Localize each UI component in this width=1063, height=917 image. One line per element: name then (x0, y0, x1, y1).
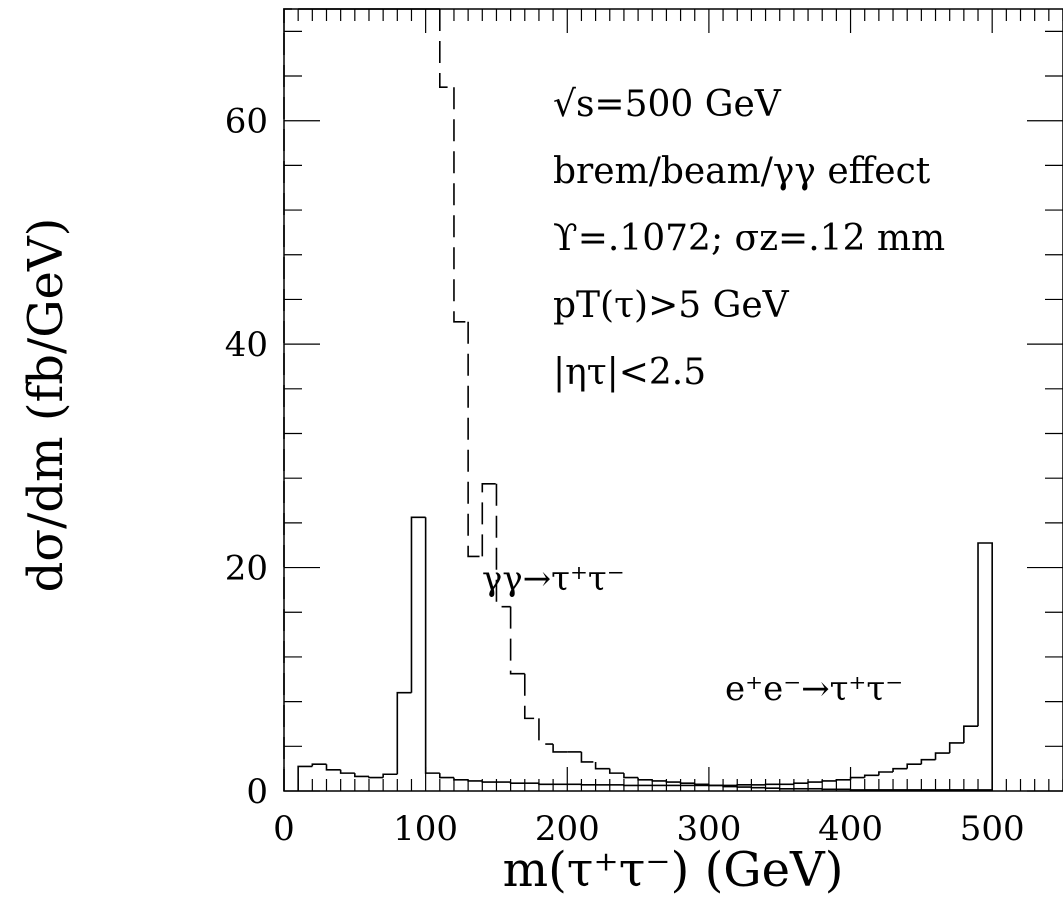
histogram-bin (764, 783, 780, 786)
histogram-bin (509, 606, 525, 675)
x-tick-label: 200 (535, 809, 600, 849)
histogram-bin (878, 771, 894, 776)
series-gamma-gamma (283, 8, 993, 791)
x-axis-label: m(τ⁺τ⁻) (GeV) (503, 842, 844, 898)
histogram-bin (807, 781, 823, 784)
histogram-bin (764, 787, 780, 790)
y-tick-label: 0 (246, 772, 268, 812)
histogram-bin (495, 483, 511, 608)
y-axis-label: dσ/dm (fb/GeV) (18, 218, 74, 593)
histogram-bin (892, 767, 908, 773)
series-label-gamma-gamma: γγ→τ⁺τ⁻ (482, 559, 625, 599)
histogram-bin (467, 779, 483, 782)
histogram-bin (736, 786, 752, 788)
x-tick-label: 0 (273, 809, 295, 849)
series-ee (297, 516, 993, 791)
histogram-bin (368, 776, 384, 779)
histogram-bin (963, 725, 979, 743)
histogram-bin (410, 516, 426, 693)
text-group: dσ/dm (fb/GeV) m(τ⁺τ⁻) (GeV) √s=500 GeV … (18, 84, 945, 898)
histogram-bin (580, 784, 596, 786)
plot-frame-group (283, 8, 1063, 792)
histogram-bin (467, 321, 483, 558)
histogram-bin (793, 782, 809, 785)
histogram-bin (439, 9, 454, 88)
histogram-bin (849, 789, 865, 791)
histogram-bin (821, 780, 837, 783)
histogram-bin (750, 786, 766, 789)
histogram-bin (977, 542, 993, 791)
x-tick-label: 400 (818, 809, 883, 849)
histogram-bin (623, 784, 639, 787)
histogram-bin (665, 780, 681, 783)
histogram-bin (778, 787, 794, 790)
histogram-bin (849, 776, 865, 780)
histogram-bin (538, 783, 554, 786)
annotation-eta-cut: |ητ|<2.5 (553, 352, 706, 393)
histogram-bin (679, 782, 695, 784)
series-label-ee: e⁺e⁻→τ⁺τ⁻ (725, 669, 903, 709)
annotation-effect: brem/beam/γγ effect (553, 151, 931, 192)
histogram-bin (934, 752, 950, 760)
histogram-bin (608, 768, 624, 774)
annotation-pt-cut: pT(τ)>5 GeV (553, 285, 790, 326)
histogram-bin (325, 764, 341, 771)
annotation-energy: √s=500 GeV (553, 84, 782, 125)
histogram-bin (453, 777, 469, 781)
histogram-bin (736, 784, 752, 786)
histogram-bin (424, 517, 440, 774)
histogram-bin (580, 751, 596, 763)
y-tick-label: 60 (225, 102, 268, 142)
histogram-bin (396, 691, 412, 775)
plot-frame (283, 8, 1063, 792)
histogram-bin (863, 774, 879, 778)
histogram-bin (693, 783, 709, 786)
histogram-bin (481, 780, 497, 783)
histogram-bin (948, 742, 964, 754)
annotation-beam-params: ϒ=.1072; σz=.12 mm (553, 218, 945, 259)
histogram-bin (481, 482, 497, 557)
histogram-bin (821, 788, 837, 791)
x-tick-label: 500 (960, 809, 1025, 849)
y-tick-label: 20 (225, 549, 268, 589)
histogram-bin (354, 773, 369, 778)
histogram-bin (339, 769, 355, 774)
histogram-bin (283, 8, 299, 791)
x-tick-label: 100 (393, 809, 458, 849)
x-tick-label: 300 (676, 809, 741, 849)
histogram-bin (906, 763, 922, 769)
histogram-bin (552, 744, 568, 753)
histogram-bin (297, 765, 313, 791)
axis-ticks-group: 0 100 200 300 400 500 0 20 40 60 (225, 9, 1063, 849)
histogram-bin (594, 761, 610, 770)
histogram-bin (382, 773, 398, 778)
histogram-bin (651, 779, 667, 782)
histogram-bin (835, 779, 851, 781)
histogram-bin (920, 758, 936, 765)
histogram-bin (509, 782, 525, 784)
histogram-bin (311, 763, 327, 767)
series-group (283, 8, 993, 791)
histogram-bin (623, 773, 639, 779)
histogram-bin (637, 777, 653, 781)
histogram-bin (523, 673, 539, 720)
histogram-bin (453, 87, 469, 323)
histogram-bin (439, 773, 454, 779)
y-tick-label: 40 (225, 325, 268, 365)
histogram-bin (538, 718, 554, 745)
